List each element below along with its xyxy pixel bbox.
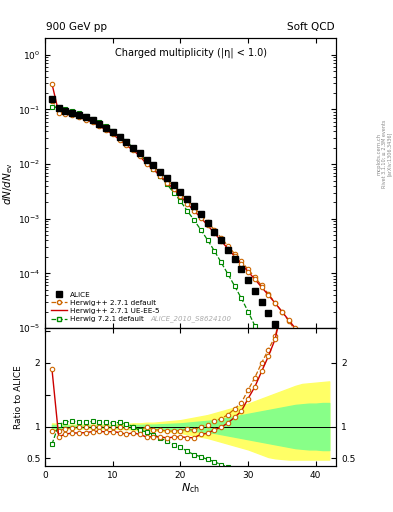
Text: mcplots.cern.ch: mcplots.cern.ch	[377, 133, 382, 175]
Legend: ALICE, Herwig++ 2.7.1 default, Herwig++ 2.7.1 UE-EE-5, Herwig 7.2.1 default: ALICE, Herwig++ 2.7.1 default, Herwig++ …	[49, 289, 162, 325]
Text: Charged multiplicity (|η| < 1.0): Charged multiplicity (|η| < 1.0)	[115, 47, 266, 57]
Text: [arXiv:1306.3436]: [arXiv:1306.3436]	[387, 132, 391, 176]
Text: Soft QCD: Soft QCD	[287, 22, 335, 32]
Text: 900 GeV pp: 900 GeV pp	[46, 22, 107, 32]
Y-axis label: $dN/dN_\mathrm{ev}$: $dN/dN_\mathrm{ev}$	[1, 162, 15, 205]
Y-axis label: Ratio to ALICE: Ratio to ALICE	[14, 365, 23, 429]
Text: Rivet 3.1.10; ≥ 2.3M events: Rivet 3.1.10; ≥ 2.3M events	[382, 119, 387, 188]
X-axis label: $N_\mathrm{ch}$: $N_\mathrm{ch}$	[181, 481, 200, 495]
Text: ALICE_2010_S8624100: ALICE_2010_S8624100	[150, 315, 231, 322]
